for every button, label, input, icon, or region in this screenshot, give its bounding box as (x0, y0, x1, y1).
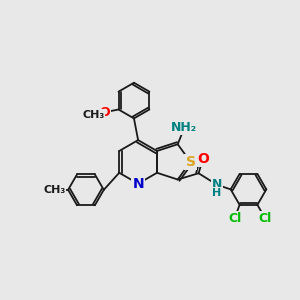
Text: O: O (100, 106, 110, 119)
Text: CH₃: CH₃ (43, 185, 65, 195)
Text: CH₃: CH₃ (82, 110, 104, 119)
Text: H: H (212, 188, 222, 198)
Text: Cl: Cl (259, 212, 272, 225)
Text: NH₂: NH₂ (171, 121, 197, 134)
Text: S: S (185, 155, 196, 169)
Text: N: N (132, 177, 144, 191)
Text: O: O (197, 152, 209, 166)
Text: N: N (212, 178, 222, 191)
Text: Cl: Cl (228, 212, 241, 225)
